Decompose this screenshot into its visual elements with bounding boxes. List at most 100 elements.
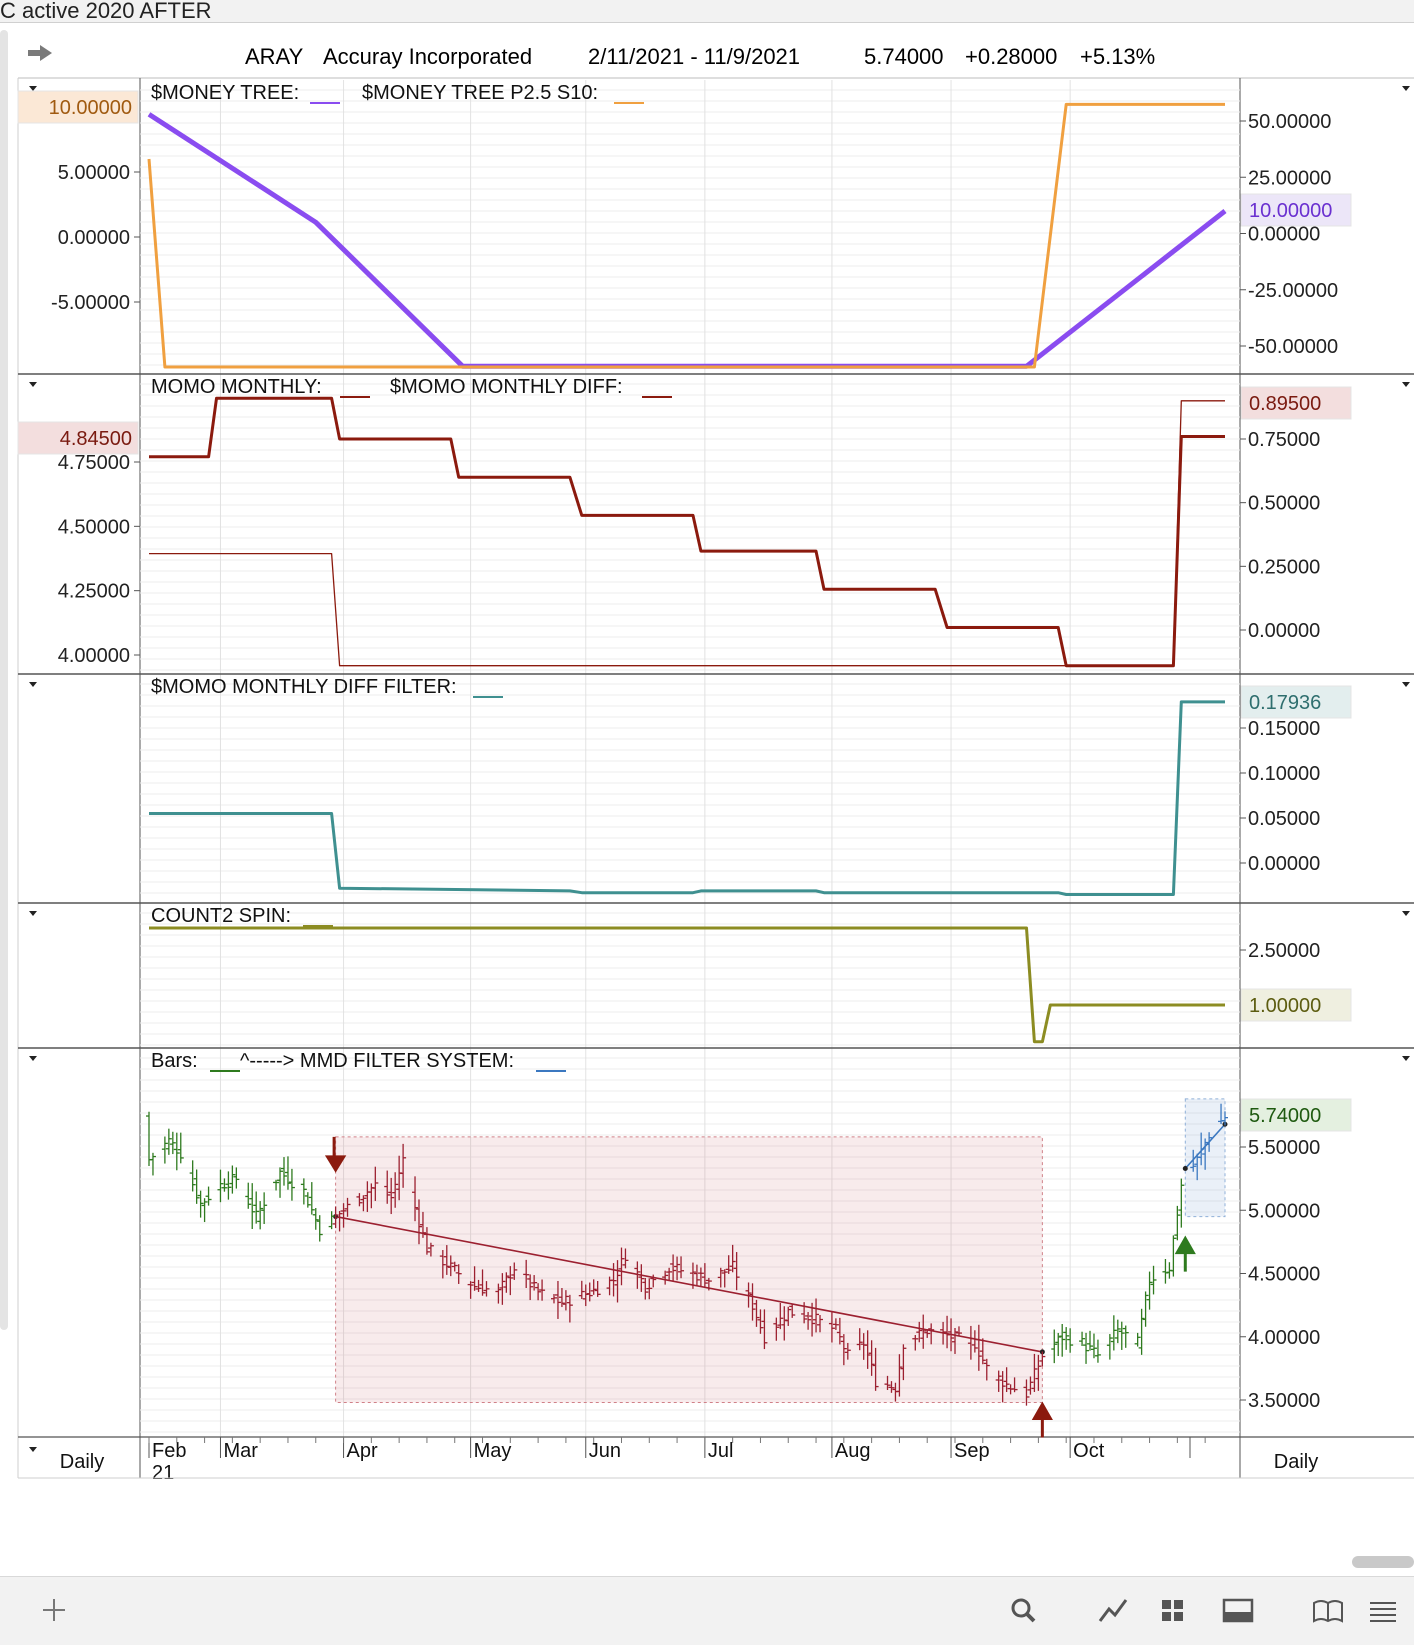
price-bar: [201, 1198, 208, 1223]
price-bar: [928, 1323, 935, 1345]
price-bar: [173, 1132, 180, 1171]
price-bar: [273, 1179, 280, 1191]
line-chart-icon[interactable]: [1096, 1595, 1132, 1625]
price-badge: 5.74000: [1249, 1105, 1321, 1127]
left-tick-label: 4.00000: [58, 645, 130, 667]
right-tick-label: 25.00000: [1248, 167, 1331, 189]
price-bar: [384, 1170, 391, 1204]
price-bar: [1063, 1327, 1070, 1350]
price-bar: [884, 1375, 891, 1390]
price-bar: [280, 1157, 287, 1186]
price-bar: [217, 1169, 224, 1203]
price-bar: [678, 1256, 685, 1279]
list-icon[interactable]: [1366, 1595, 1402, 1625]
price-bar: [439, 1250, 446, 1279]
price-bar: [777, 1302, 784, 1330]
forward-arrow-icon[interactable]: [26, 42, 54, 64]
left-tick-label: 5.00000: [58, 162, 130, 184]
price-bar: [229, 1165, 236, 1194]
price-bar: [205, 1186, 212, 1206]
period-label-left: Daily: [60, 1451, 104, 1473]
price-bar: [193, 1169, 200, 1204]
vertical-scrollbar[interactable]: [0, 30, 8, 1330]
book-icon[interactable]: [1310, 1595, 1346, 1625]
count2-badge-bg: [1240, 988, 1352, 1022]
price-bars: [146, 1103, 1228, 1406]
x-tick-label: Mar: [223, 1440, 258, 1462]
grid-icon[interactable]: [1156, 1595, 1192, 1625]
price-bar: [618, 1247, 625, 1286]
price-bar: [745, 1282, 752, 1308]
price-bar: [622, 1248, 629, 1269]
momo-right-badge-bg: [1240, 386, 1352, 420]
panel-menu-icon: [29, 1056, 37, 1061]
price-bar: [1222, 1111, 1228, 1126]
price-bar: [1083, 1332, 1090, 1364]
bottom-toolbar: [0, 1576, 1414, 1645]
price-bar: [674, 1256, 681, 1281]
right-tick-label: 3.50000: [1248, 1390, 1320, 1412]
right-tick-label: 0.50000: [1248, 493, 1320, 515]
panel-menu-icon: [1402, 1056, 1410, 1061]
x-tick-label: Jul: [708, 1440, 734, 1462]
price-bar: [535, 1283, 542, 1301]
price-bar: [872, 1347, 879, 1391]
price-bar: [149, 1152, 156, 1176]
price-bar: [1150, 1265, 1157, 1295]
price-bar: [705, 1277, 712, 1291]
price-bar: [1190, 1149, 1197, 1172]
price-bar: [415, 1199, 422, 1245]
series-line--momo-monthly-diff: [149, 400, 1225, 667]
price-bar: [693, 1264, 700, 1286]
price-bar: [868, 1340, 875, 1376]
price-bar: [920, 1314, 927, 1349]
trade-line-short: [335, 1215, 1043, 1353]
price-bar: [1110, 1315, 1117, 1351]
search-icon[interactable]: [1006, 1595, 1042, 1625]
diff-filter-badge: 0.17936: [1249, 692, 1321, 714]
price-bar: [261, 1192, 268, 1224]
x-tick-label: Aug: [835, 1440, 871, 1462]
right-tick-label: 2.50000: [1248, 940, 1320, 962]
right-tick-label: 0.00000: [1248, 620, 1320, 642]
horizontal-scrollbar[interactable]: [1352, 1556, 1414, 1568]
legend-label: $MONEY TREE:: [151, 82, 299, 104]
right-tick-label: 5.50000: [1248, 1137, 1320, 1159]
price-change-pct: +5.13%: [1080, 44, 1156, 69]
price-bar: [539, 1279, 546, 1301]
price-change: +0.28000: [965, 44, 1058, 69]
price-badge-bg: [1240, 1098, 1352, 1132]
price-bar: [753, 1299, 760, 1327]
price-bar: [801, 1302, 808, 1324]
x-tick-label: Oct: [1073, 1440, 1105, 1462]
price-bar: [1170, 1235, 1177, 1277]
add-icon[interactable]: [36, 1595, 72, 1625]
price-bar: [1039, 1351, 1046, 1367]
price-bar: [392, 1172, 399, 1208]
price-bar: [717, 1267, 724, 1288]
price-bar: [725, 1255, 732, 1274]
price-bar: [578, 1280, 585, 1299]
buy-arrow-icon: [1174, 1235, 1196, 1272]
price-bar: [1138, 1308, 1145, 1355]
date-range: 2/11/2021 - 11/9/2021: [588, 44, 801, 69]
right-tick-label: 4.00000: [1248, 1327, 1320, 1349]
price-bar: [1122, 1325, 1129, 1348]
right-tick-label: 0.05000: [1248, 808, 1320, 830]
price-bar: [761, 1309, 768, 1350]
panel-layout-icon[interactable]: [1220, 1595, 1256, 1625]
price-bar: [1035, 1354, 1042, 1391]
price-bar: [1106, 1334, 1113, 1360]
price-bar: [955, 1326, 962, 1337]
price-bar: [1142, 1291, 1149, 1327]
chart-header: ARAY Accuray Incorporated 2/11/2021 - 11…: [18, 34, 1414, 78]
price-bar: [360, 1195, 367, 1212]
price-bar: [650, 1274, 657, 1288]
series-line--money-tree-p2-5-s10: [147, 102, 1225, 369]
right-tick-label: -25.00000: [1248, 280, 1338, 302]
price-bar: [483, 1281, 490, 1297]
price-bar: [1146, 1271, 1153, 1310]
price-bar: [1059, 1323, 1066, 1357]
price-bar: [967, 1325, 974, 1360]
price-bar: [245, 1182, 252, 1209]
